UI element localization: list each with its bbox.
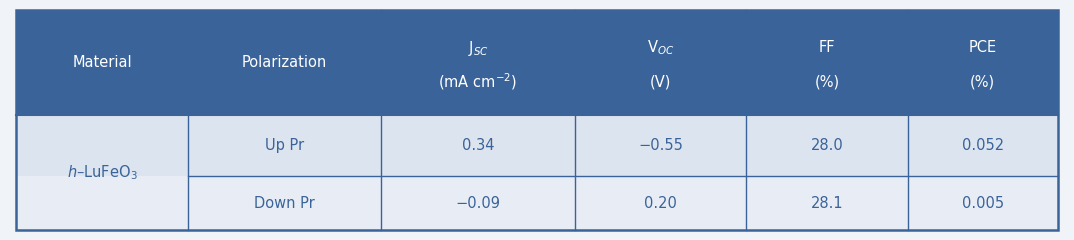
Text: −0.55: −0.55 (638, 138, 683, 153)
Text: 0.20: 0.20 (644, 196, 677, 211)
Bar (16, 10, 1058, 115)
Text: 0.34: 0.34 (462, 138, 494, 153)
Text: Up Pr: Up Pr (265, 138, 304, 153)
Text: 28.1: 28.1 (811, 196, 843, 211)
Text: 0.052: 0.052 (961, 138, 1004, 153)
Text: 28.0: 28.0 (811, 138, 843, 153)
Bar (16, 115, 1058, 176)
Bar (16, 176, 1058, 230)
Text: $h$–LuFeO$_3$: $h$–LuFeO$_3$ (67, 163, 137, 182)
Text: FF: FF (818, 41, 836, 55)
Text: Down Pr: Down Pr (255, 196, 315, 211)
Text: (%): (%) (814, 74, 840, 89)
Text: (mA cm$^{-2}$): (mA cm$^{-2}$) (438, 71, 518, 92)
Text: 0.005: 0.005 (961, 196, 1004, 211)
Text: Material: Material (72, 55, 132, 70)
Text: (%): (%) (970, 74, 996, 89)
Text: PCE: PCE (969, 41, 997, 55)
Text: J$_{SC}$: J$_{SC}$ (467, 38, 489, 58)
Text: (V): (V) (650, 74, 671, 89)
Text: V$_{OC}$: V$_{OC}$ (647, 39, 674, 57)
Text: −0.09: −0.09 (455, 196, 500, 211)
Text: Polarization: Polarization (242, 55, 328, 70)
